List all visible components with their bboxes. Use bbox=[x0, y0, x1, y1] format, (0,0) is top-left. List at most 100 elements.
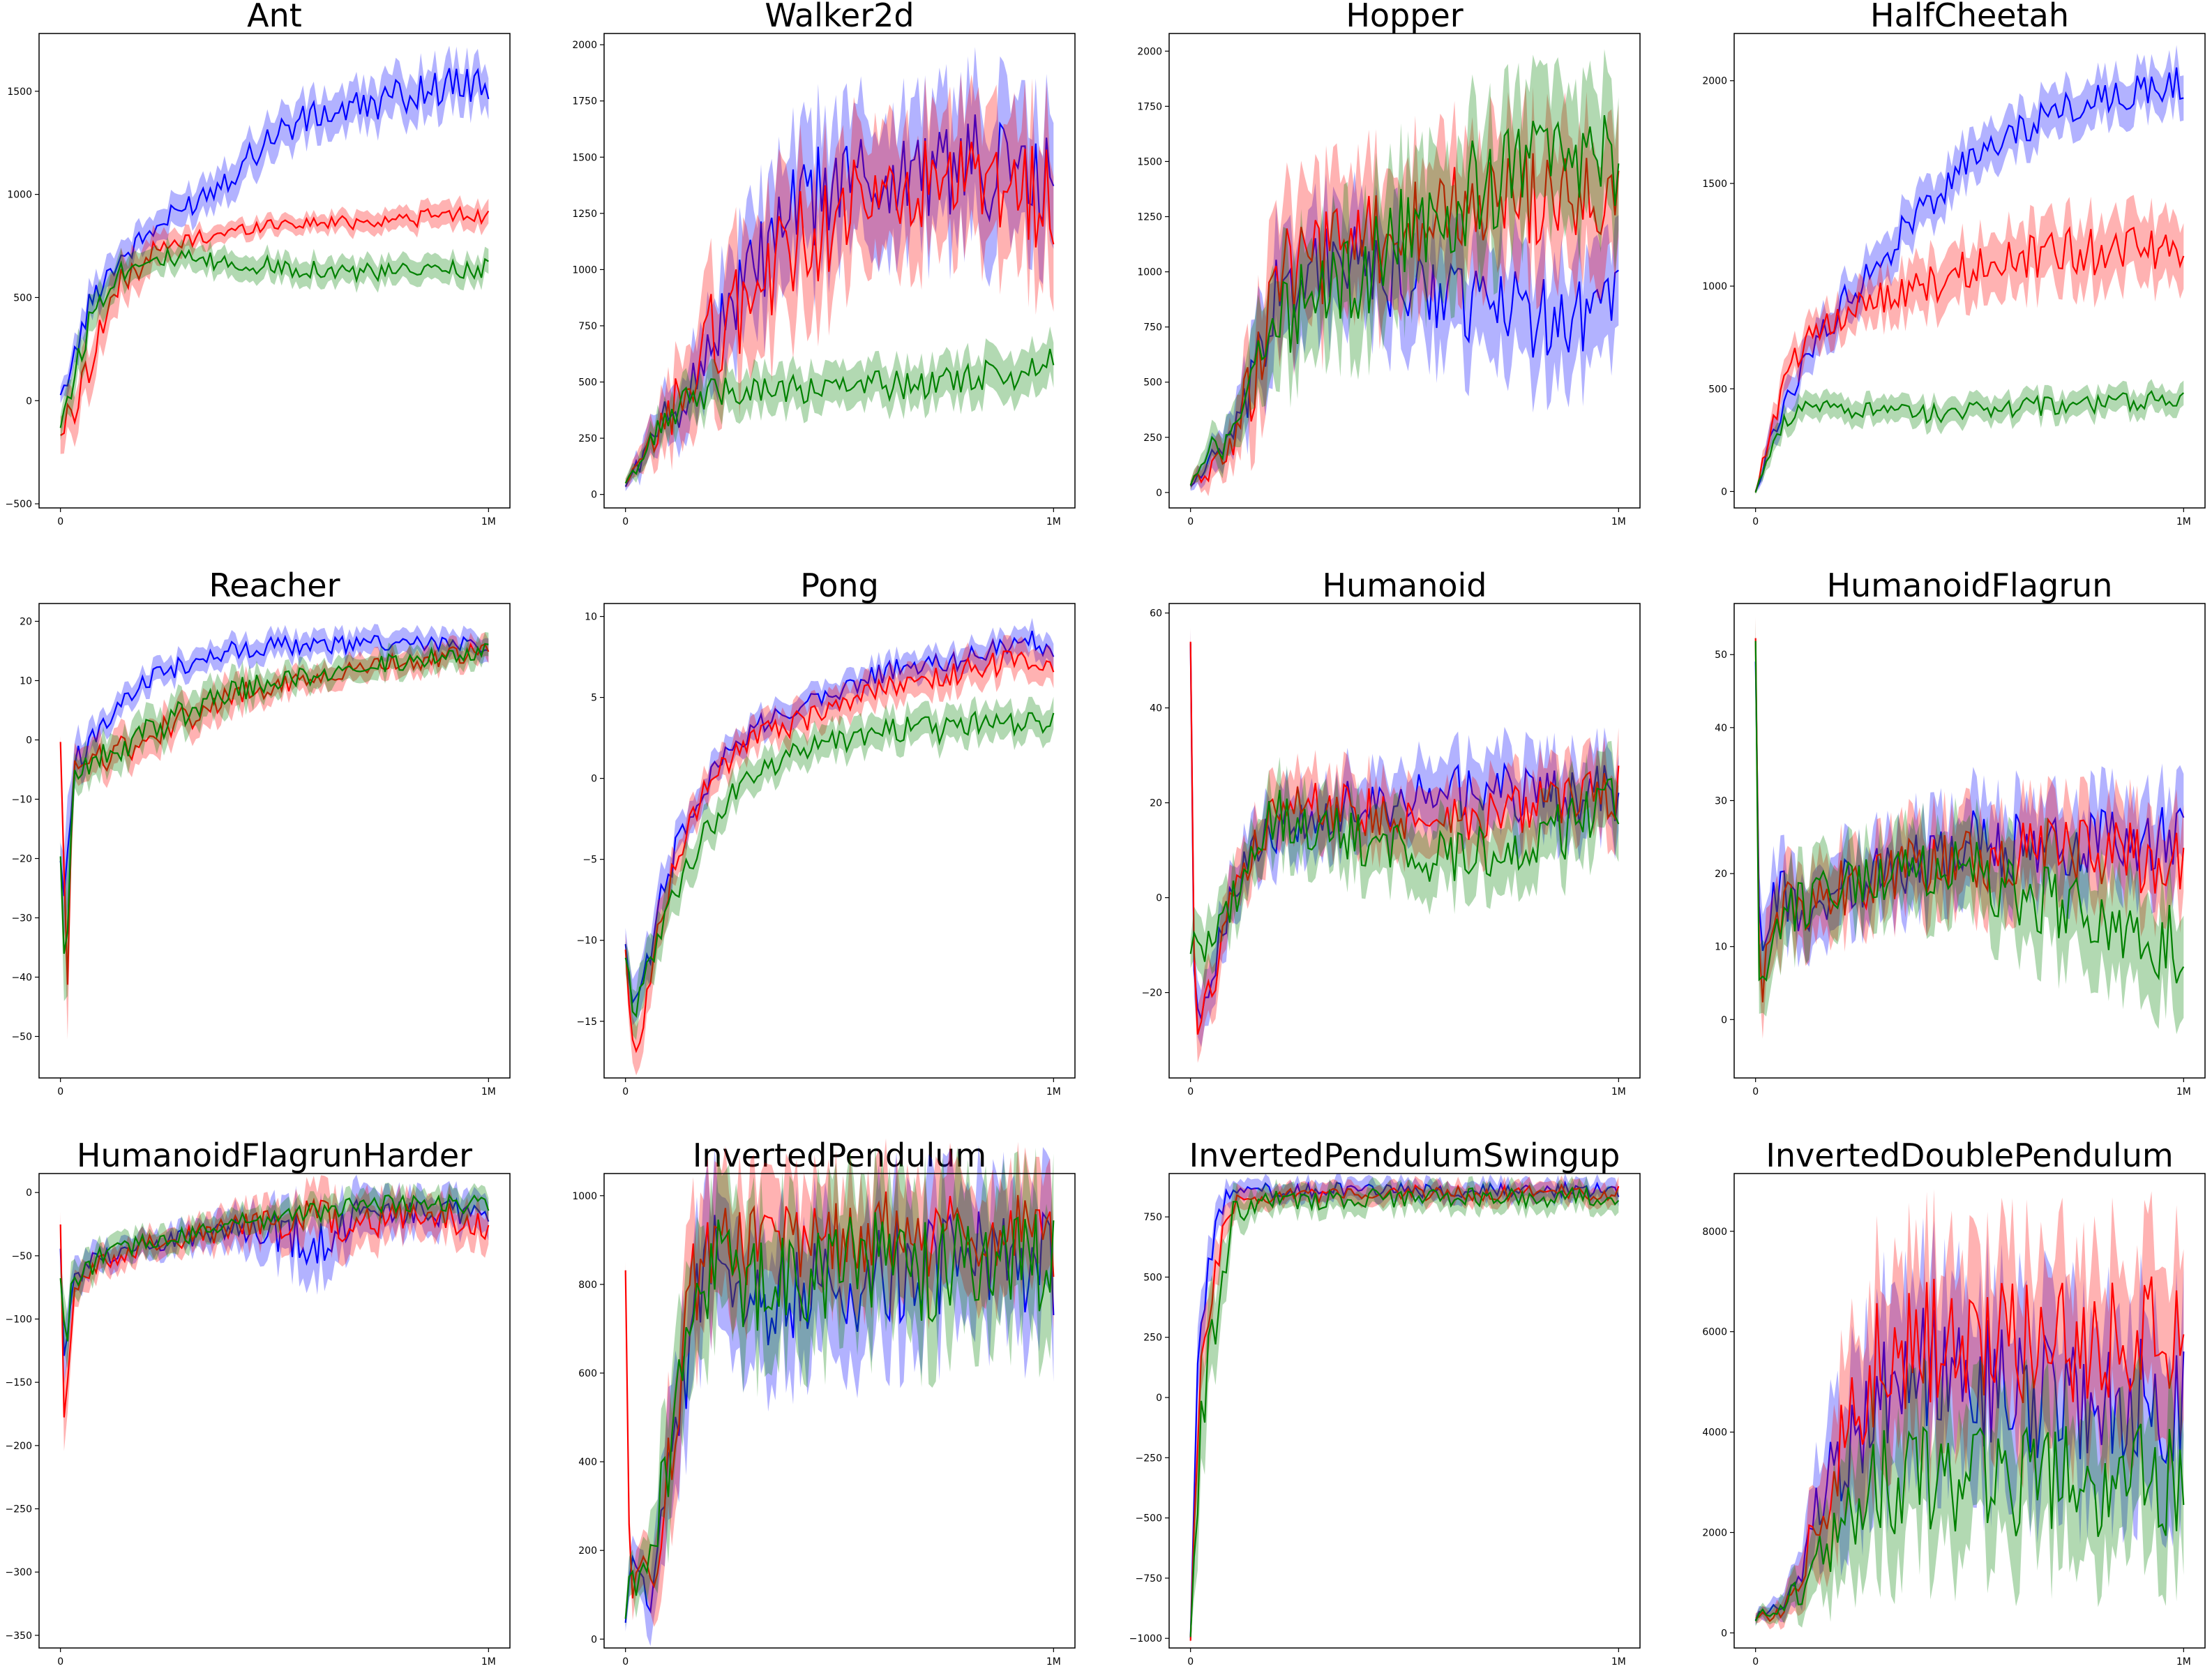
series-band-red bbox=[60, 632, 489, 1040]
y-tick-label: 500 bbox=[1143, 377, 1162, 389]
y-tick-label: 0 bbox=[1156, 893, 1162, 904]
series-line-red bbox=[624, 140, 1055, 484]
y-tick-label: −750 bbox=[1136, 1573, 1162, 1584]
plot-frame bbox=[1733, 603, 2206, 1079]
series-line-green bbox=[1754, 1423, 2185, 1621]
y-tick-label: 20 bbox=[1715, 869, 1727, 880]
x-tick-label: 0 bbox=[1752, 516, 1759, 527]
y-tick-label: 500 bbox=[1708, 384, 1727, 395]
y-tick-label: −1000 bbox=[1129, 1633, 1162, 1644]
x-tick-label: 1M bbox=[2176, 516, 2191, 527]
chart-panel-3: Hopper 0 250 500 750 1000 1250 1500 1750 2000 0 1M bbox=[1137, 0, 1641, 527]
y-tick-label: 0 bbox=[26, 735, 32, 747]
y-tick-label: 2000 bbox=[1137, 46, 1162, 57]
chart-title: Humanoid bbox=[1322, 567, 1487, 604]
y-tick-label: −250 bbox=[1136, 1453, 1162, 1464]
y-tick-label: 750 bbox=[1143, 322, 1162, 334]
chart-panel-5: Reacher −50 −40 −30 −20 −10 0 10 20 0 1M bbox=[11, 567, 511, 1097]
x-tick-label: 1M bbox=[481, 516, 496, 527]
y-tick-label: −500 bbox=[6, 499, 32, 510]
y-tick-label: −15 bbox=[576, 1017, 597, 1028]
y-tick-label: 20 bbox=[20, 617, 32, 628]
y-tick-label: −100 bbox=[6, 1314, 32, 1326]
chart-title: InvertedDoublePendulum bbox=[1766, 1137, 2173, 1174]
plot-frame bbox=[1168, 33, 1641, 509]
x-tick-label: 0 bbox=[57, 1086, 63, 1097]
series-band-red bbox=[1190, 1175, 1619, 1646]
chart-title: Walker2d bbox=[765, 0, 914, 34]
y-tick-label: 0 bbox=[591, 774, 597, 785]
y-tick-label: 1500 bbox=[1702, 179, 1727, 190]
series-band-red bbox=[1755, 1189, 2184, 1630]
y-tick-label: −350 bbox=[6, 1631, 32, 1642]
series-line-blue bbox=[1754, 661, 2185, 952]
y-tick-label: 2000 bbox=[1702, 1527, 1727, 1538]
series-line-blue bbox=[1754, 67, 2184, 492]
series-band-green bbox=[1755, 619, 2184, 1035]
series-line-green bbox=[1189, 115, 1620, 486]
y-tick-label: 1000 bbox=[572, 264, 597, 276]
chart-panel-7: Humanoid −20 0 20 40 60 0 1M bbox=[1141, 567, 1641, 1097]
y-tick-label: −5 bbox=[582, 855, 597, 866]
y-tick-label: 400 bbox=[578, 1457, 597, 1468]
series-band-blue bbox=[1190, 629, 1619, 1047]
series-band-red bbox=[60, 195, 489, 454]
y-tick-label: 1000 bbox=[572, 1191, 597, 1202]
series-line-blue bbox=[1189, 226, 1619, 487]
series-line-green bbox=[624, 710, 1055, 1018]
chart-title: HumanoidFlagrunHarder bbox=[77, 1137, 472, 1174]
series-line-green bbox=[624, 348, 1055, 484]
chart-title: Pong bbox=[800, 567, 879, 604]
plot-frame bbox=[1733, 33, 2206, 509]
chart-title: InvertedPendulum bbox=[693, 1137, 986, 1174]
y-tick-label: −10 bbox=[576, 936, 597, 947]
plot-frame bbox=[38, 33, 511, 509]
chart-panel-4: HalfCheetah 0 500 1000 1500 2000 0 1M bbox=[1702, 0, 2206, 527]
plot-frame bbox=[38, 1173, 511, 1649]
y-tick-label: 10 bbox=[585, 612, 597, 623]
chart-panel-1: Ant −500 0 500 1000 1500 0 1M bbox=[6, 0, 511, 527]
y-tick-label: 1000 bbox=[1702, 281, 1727, 292]
series-line-red bbox=[1189, 151, 1620, 486]
chart-title: HumanoidFlagrun bbox=[1827, 567, 2113, 604]
series-band-green bbox=[625, 696, 1054, 1040]
chart-panel-12: InvertedDoublePendulum 0 2000 4000 6000 8000 0… bbox=[1702, 1137, 2206, 1668]
x-tick-label: 1M bbox=[1611, 1656, 1626, 1668]
x-tick-label: 0 bbox=[57, 516, 63, 527]
y-tick-label: 250 bbox=[578, 433, 597, 444]
y-tick-label: 0 bbox=[26, 1187, 32, 1199]
x-tick-label: 0 bbox=[622, 1656, 629, 1668]
y-tick-label: 250 bbox=[1143, 1333, 1162, 1344]
chart-panel-6: Pong −15 −10 −5 0 5 10 0 1M bbox=[576, 567, 1076, 1097]
y-tick-label: 1250 bbox=[1137, 212, 1162, 223]
y-tick-label: 1000 bbox=[1137, 267, 1162, 278]
y-tick-label: −50 bbox=[11, 1251, 32, 1262]
series-line-blue bbox=[1189, 1180, 1620, 1639]
series-line-green bbox=[59, 1193, 490, 1342]
series-band-green bbox=[1755, 1354, 2184, 1628]
x-tick-label: 0 bbox=[57, 1656, 63, 1668]
series-line-green bbox=[59, 246, 489, 428]
y-tick-label: 0 bbox=[591, 490, 597, 501]
y-tick-label: 0 bbox=[26, 396, 32, 407]
y-tick-label: 250 bbox=[1143, 433, 1162, 444]
chart-panel-8: HumanoidFlagrun 0 10 20 30 40 50 0 1M bbox=[1715, 567, 2206, 1097]
series-line-red bbox=[1754, 225, 2185, 493]
y-tick-label: 6000 bbox=[1702, 1327, 1727, 1338]
y-tick-label: −250 bbox=[6, 1504, 32, 1515]
y-tick-label: 800 bbox=[578, 1280, 597, 1291]
series-line-blue bbox=[59, 68, 490, 396]
plot-frame bbox=[603, 603, 1076, 1079]
y-tick-label: 1750 bbox=[572, 96, 597, 107]
series-line-green bbox=[624, 1212, 1055, 1619]
x-tick-label: 1M bbox=[1046, 1086, 1061, 1097]
series-line-green bbox=[1754, 640, 2185, 984]
y-tick-label: 0 bbox=[1721, 486, 1727, 497]
y-tick-label: 1000 bbox=[7, 190, 32, 201]
y-tick-label: 1250 bbox=[572, 209, 597, 220]
chart-title: Reacher bbox=[209, 567, 340, 604]
series-line-red bbox=[1754, 638, 2185, 1003]
series-band-green bbox=[625, 326, 1054, 488]
series-line-blue bbox=[624, 114, 1055, 487]
